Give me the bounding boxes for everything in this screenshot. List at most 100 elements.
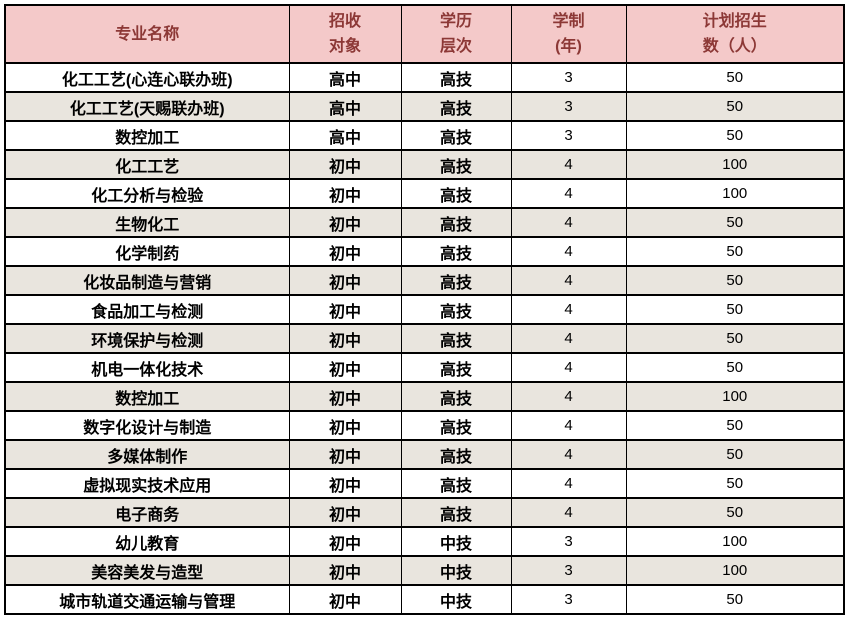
recruit-target-cell: 初中: [288, 149, 402, 180]
duration-cell: 4: [510, 381, 627, 412]
major-name-cell: 幼儿教育: [4, 526, 290, 557]
recruit-target-cell: 初中: [288, 178, 402, 209]
planned-enrollment-cell: 50: [625, 207, 845, 238]
major-name-cell: 数控加工: [4, 120, 290, 151]
recruit-target-cell: 初中: [288, 265, 402, 296]
recruit-target-cell: 初中: [288, 555, 402, 586]
major-name-cell: 化学制药: [4, 236, 290, 267]
table-row: 数控加工 高中 高技 3 50: [4, 120, 845, 151]
education-level-cell: 中技: [400, 584, 512, 615]
table-row: 化学制药 初中 高技 4 50: [4, 236, 845, 267]
recruit-target-cell: 初中: [288, 323, 402, 354]
education-level-cell: 高技: [400, 207, 512, 238]
table-row: 化工工艺 初中 高技 4 100: [4, 149, 845, 180]
table-row: 环境保护与检测 初中 高技 4 50: [4, 323, 845, 354]
major-name-cell: 化工工艺(心连心联办班): [4, 62, 290, 93]
header-label-line: 专业名称: [115, 25, 180, 43]
enrollment-plan-table: 专业名称 招收 对象 学历 层次 学制 (年) 计划招生 数（人） 化工工艺(心连心联办班) 高中…: [4, 4, 845, 615]
planned-enrollment-cell: 100: [625, 178, 845, 209]
table-row: 食品加工与检测 初中 高技 4 50: [4, 294, 845, 325]
recruit-target-cell: 高中: [288, 91, 402, 122]
duration-cell: 3: [510, 526, 627, 557]
duration-cell: 4: [510, 497, 627, 528]
duration-cell: 4: [510, 178, 627, 209]
duration-cell: 4: [510, 352, 627, 383]
major-name-header: 专业名称: [4, 4, 290, 64]
education-level-cell: 高技: [400, 497, 512, 528]
major-name-cell: 化妆品制造与营销: [4, 265, 290, 296]
header-row: 专业名称 招收 对象 学历 层次 学制 (年) 计划招生 数（人）: [4, 4, 845, 64]
education-level-cell: 高技: [400, 323, 512, 354]
education-level-cell: 高技: [400, 120, 512, 151]
education-level-cell: 高技: [400, 62, 512, 93]
table-row: 生物化工 初中 高技 4 50: [4, 207, 845, 238]
education-level-cell: 高技: [400, 352, 512, 383]
major-name-cell: 环境保护与检测: [4, 323, 290, 354]
major-name-cell: 生物化工: [4, 207, 290, 238]
major-name-cell: 化工工艺: [4, 149, 290, 180]
duration-cell: 4: [510, 323, 627, 354]
education-level-cell: 高技: [400, 149, 512, 180]
education-level-cell: 高技: [400, 468, 512, 499]
planned-enrollment-cell: 50: [625, 439, 845, 470]
education-level-cell: 高技: [400, 410, 512, 441]
duration-cell: 4: [510, 468, 627, 499]
table-row: 幼儿教育 初中 中技 3 100: [4, 526, 845, 557]
duration-cell: 4: [510, 236, 627, 267]
planned-enrollment-cell: 100: [625, 526, 845, 557]
recruit-target-cell: 初中: [288, 381, 402, 412]
planned-enrollment-cell: 50: [625, 584, 845, 615]
header-label-line: (年): [555, 38, 582, 55]
education-level-cell: 高技: [400, 381, 512, 412]
header-label-line: 数（人）: [702, 38, 767, 55]
major-name-cell: 电子商务: [4, 497, 290, 528]
recruit-target-cell: 高中: [288, 120, 402, 151]
planned-enrollment-cell: 50: [625, 352, 845, 383]
major-name-cell: 化工分析与检验: [4, 178, 290, 209]
major-name-cell: 数字化设计与制造: [4, 410, 290, 441]
education-level-cell: 高技: [400, 294, 512, 325]
planned-enrollment-cell: 50: [625, 91, 845, 122]
education-level-cell: 中技: [400, 526, 512, 557]
duration-cell: 3: [510, 91, 627, 122]
education-level-cell: 高技: [400, 236, 512, 267]
major-name-cell: 虚拟现实技术应用: [4, 468, 290, 499]
recruit-target-cell: 初中: [288, 526, 402, 557]
recruit-target-cell: 初中: [288, 352, 402, 383]
planned-enrollment-cell: 50: [625, 410, 845, 441]
table-row: 城市轨道交通运输与管理 初中 中技 3 50: [4, 584, 845, 615]
recruit-target-cell: 初中: [288, 439, 402, 470]
planned-enrollment-cell: 50: [625, 265, 845, 296]
major-name-cell: 食品加工与检测: [4, 294, 290, 325]
header-label-line: 学制: [552, 13, 585, 30]
planned-enrollment-cell: 50: [625, 294, 845, 325]
duration-cell: 3: [510, 555, 627, 586]
major-name-cell: 化工工艺(天赐联办班): [4, 91, 290, 122]
planned-enrollment-cell: 50: [625, 323, 845, 354]
table-header: 专业名称 招收 对象 学历 层次 学制 (年) 计划招生 数（人）: [4, 4, 845, 64]
header-label-line: 学历: [439, 13, 472, 30]
major-name-cell: 数控加工: [4, 381, 290, 412]
table-row: 虚拟现实技术应用 初中 高技 4 50: [4, 468, 845, 499]
table-row: 化工分析与检验 初中 高技 4 100: [4, 178, 845, 209]
planned-enrollment-cell: 100: [625, 149, 845, 180]
duration-header: 学制 (年): [510, 4, 627, 64]
recruit-target-cell: 初中: [288, 410, 402, 441]
table-row: 化妆品制造与营销 初中 高技 4 50: [4, 265, 845, 296]
major-name-cell: 城市轨道交通运输与管理: [4, 584, 290, 615]
education-level-cell: 中技: [400, 555, 512, 586]
recruit-target-cell: 高中: [288, 62, 402, 93]
header-label-line: 层次: [439, 38, 472, 55]
recruit-target-cell: 初中: [288, 207, 402, 238]
planned-enrollment-cell: 50: [625, 62, 845, 93]
planned-enrollment-cell: 50: [625, 497, 845, 528]
duration-cell: 4: [510, 149, 627, 180]
planned-enrollment-cell: 50: [625, 468, 845, 499]
planned-enrollment-cell: 50: [625, 236, 845, 267]
table-row: 化工工艺(天赐联办班) 高中 高技 3 50: [4, 91, 845, 122]
table-row: 电子商务 初中 高技 4 50: [4, 497, 845, 528]
education-level-cell: 高技: [400, 91, 512, 122]
education-level-header: 学历 层次: [400, 4, 512, 64]
header-label-line: 计划招生: [702, 13, 767, 30]
